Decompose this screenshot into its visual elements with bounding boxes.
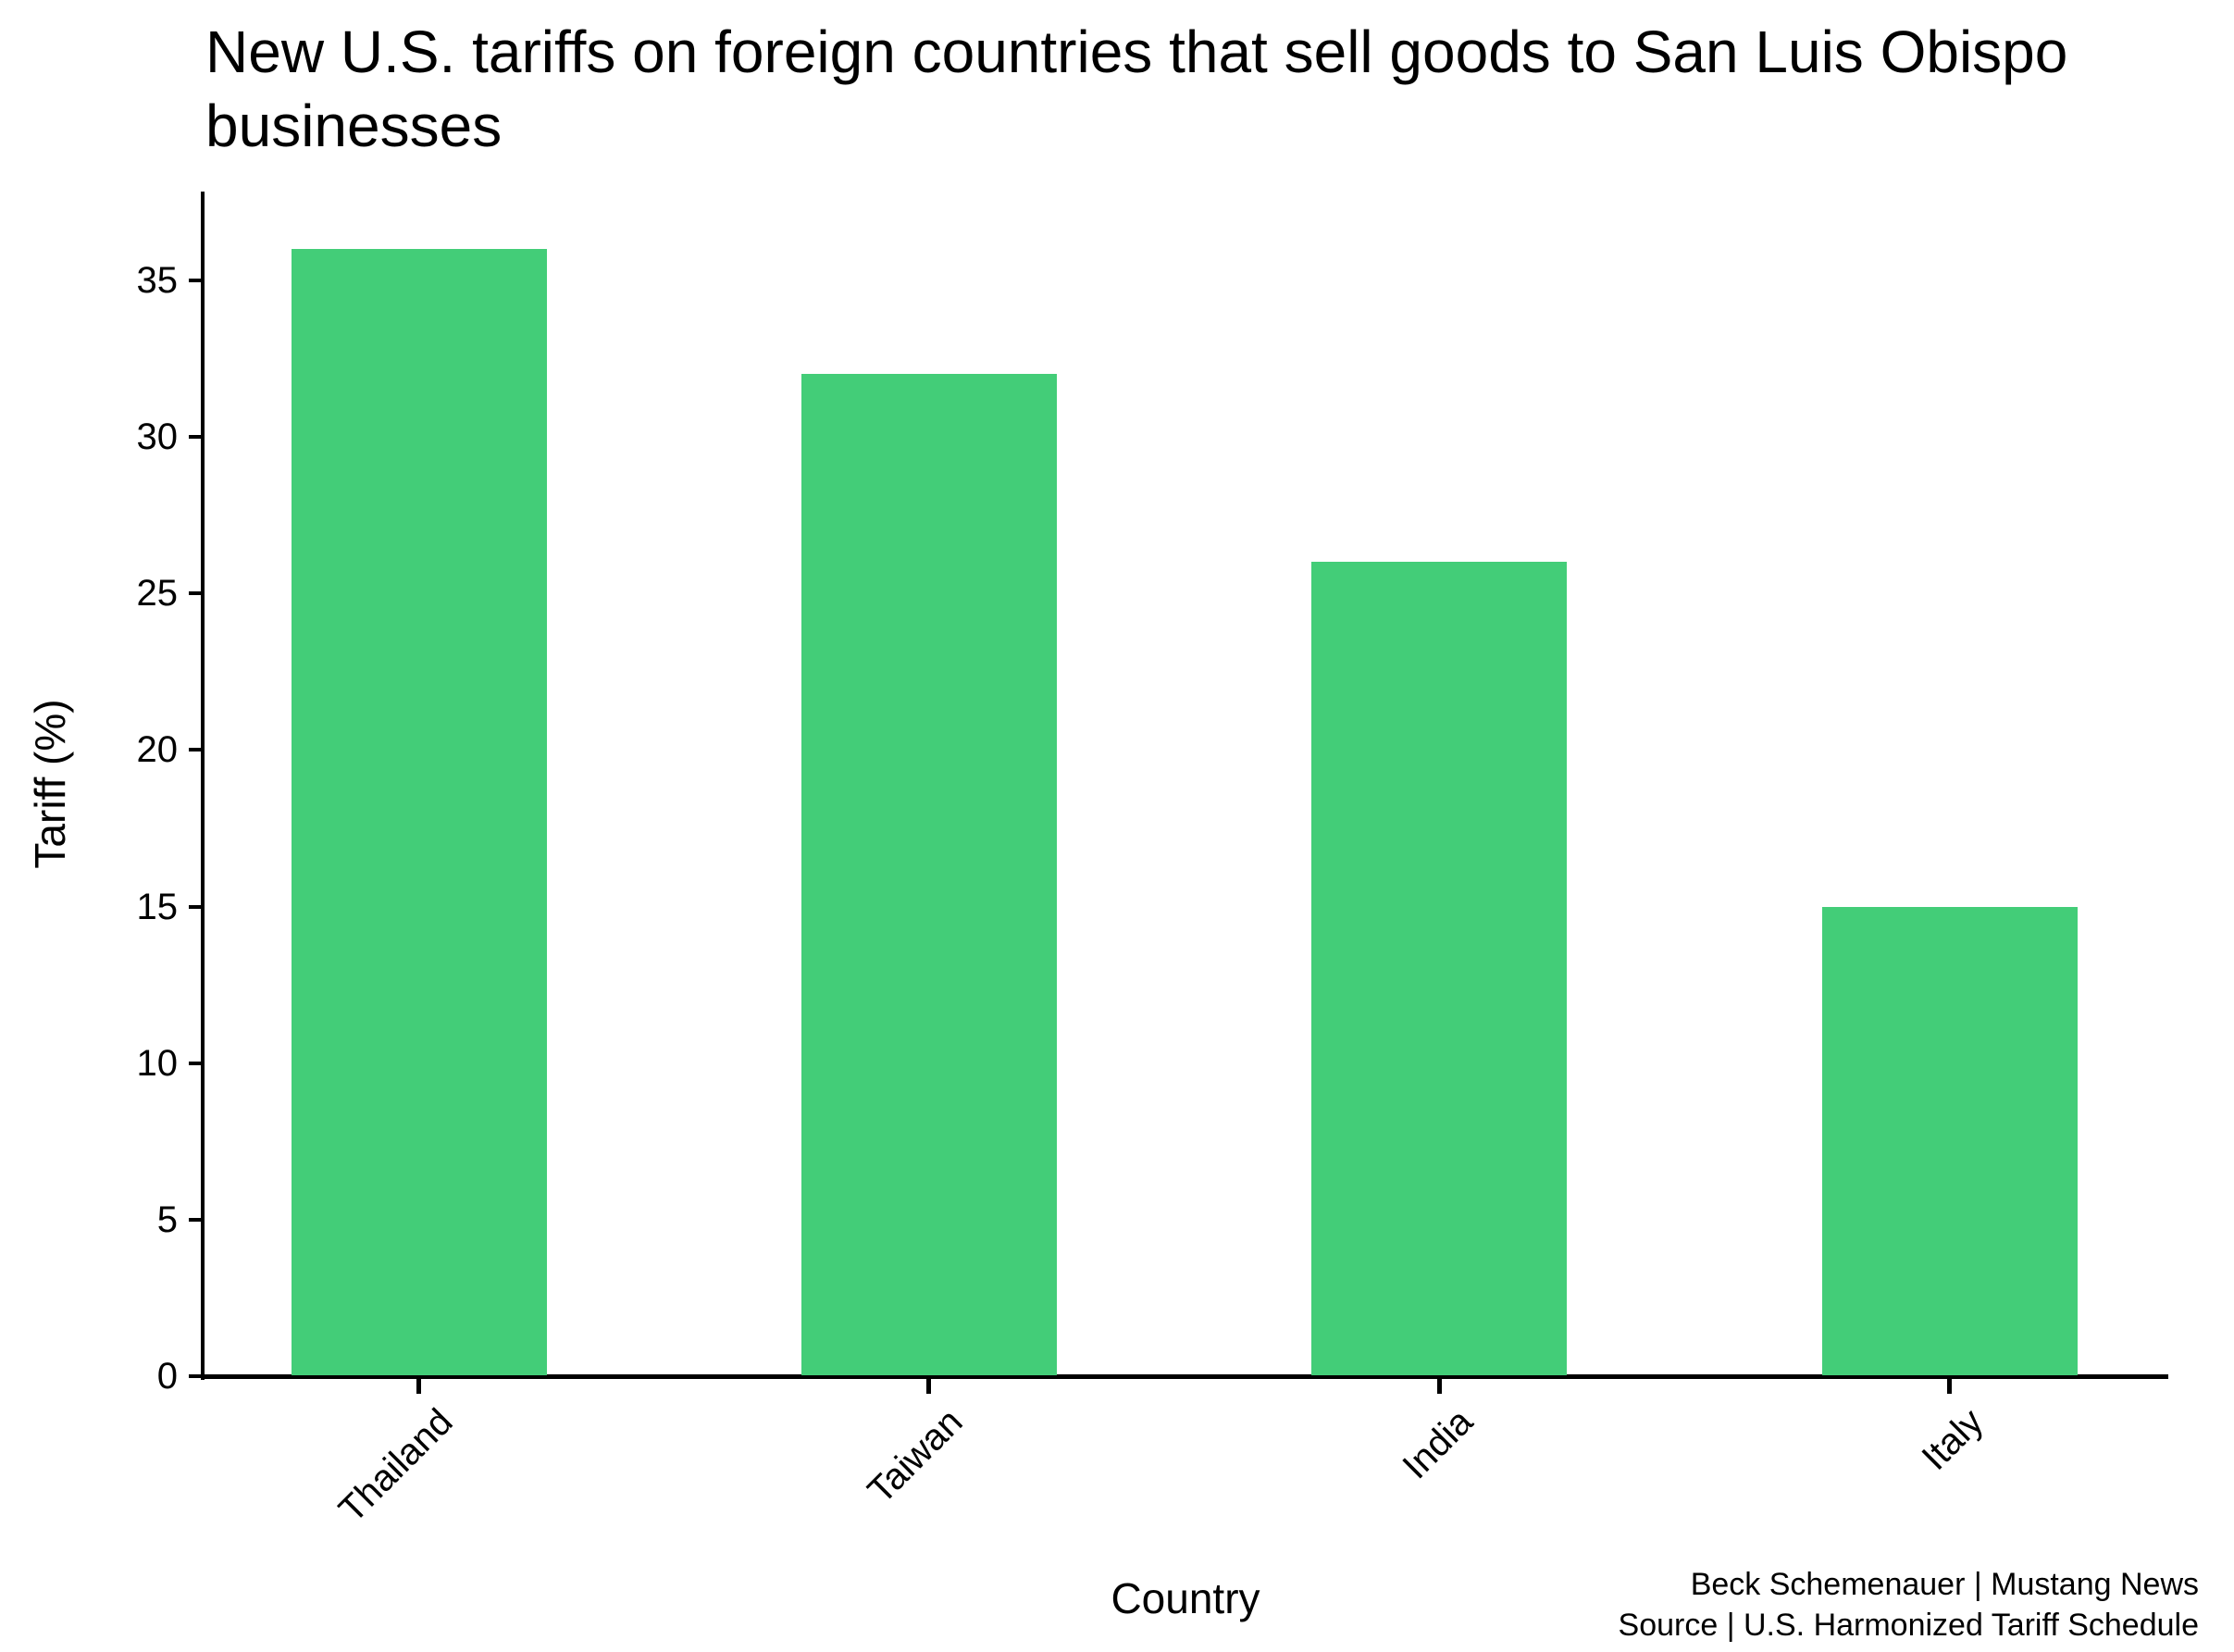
x-tick-label-thailand: Thailand [331, 1401, 461, 1531]
chart-title-line1: New U.S. tariffs on foreign countries th… [205, 19, 2068, 85]
y-tick-label: 35 [136, 259, 179, 301]
bar-italy [1821, 906, 2078, 1375]
y-tick-label: 20 [136, 729, 179, 771]
y-tick-mark [189, 748, 203, 752]
y-axis-line [201, 192, 205, 1380]
x-tick-mark [926, 1379, 931, 1394]
x-tick-label-india: India [1395, 1401, 1482, 1487]
x-tick-label-taiwan: Taiwan [860, 1401, 971, 1512]
y-tick-label: 25 [136, 573, 179, 615]
y-tick-mark [189, 1217, 203, 1222]
credit-author: Beck Schemenauer | Mustang News [1690, 1567, 2199, 1602]
y-tick-mark [189, 278, 203, 282]
y-tick-mark [189, 904, 203, 909]
bar-india [1311, 562, 1567, 1375]
y-tick-label: 30 [136, 416, 179, 458]
y-tick-label: 0 [156, 1356, 178, 1397]
credit-source: Source | U.S. Harmonized Tariff Schedule [1618, 1608, 2199, 1643]
y-tick-mark [189, 1061, 203, 1065]
x-axis-line [201, 1374, 2168, 1379]
x-axis-label: Country [1111, 1574, 1260, 1622]
y-tick-mark [189, 591, 203, 596]
y-tick-label: 15 [136, 886, 179, 927]
y-tick-mark [189, 1374, 203, 1378]
x-tick-label-italy: Italy [1914, 1401, 1992, 1478]
chart-title: New U.S. tariffs on foreign countries th… [205, 15, 2067, 163]
bar-thailand [291, 249, 547, 1375]
chart-title-line2: businesses [205, 93, 503, 159]
x-tick-mark [1436, 1379, 1442, 1394]
y-tick-label: 5 [156, 1199, 178, 1240]
y-axis-label: Tariff (%) [26, 699, 74, 869]
y-tick-label: 10 [136, 1042, 179, 1084]
x-tick-mark [416, 1379, 421, 1394]
credit-text: Beck Schemenauer | Mustang News Source |… [1619, 1564, 2199, 1646]
y-tick-mark [189, 435, 203, 440]
x-tick-mark [1947, 1379, 1952, 1394]
bar-taiwan [801, 374, 1057, 1375]
